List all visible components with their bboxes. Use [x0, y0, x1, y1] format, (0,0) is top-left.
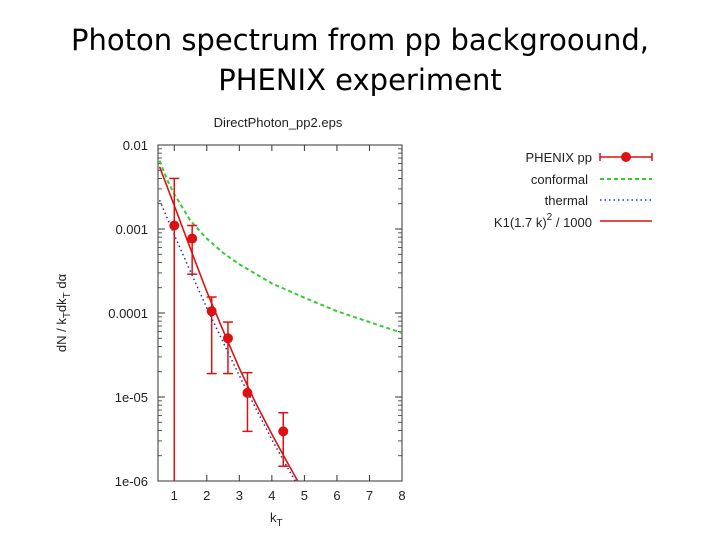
x-tick-label-4: 4: [268, 488, 275, 503]
y-tick-label-3: 1e-05: [115, 390, 148, 405]
legend-k1-exp: 2: [547, 212, 553, 223]
x-tick-label-6: 6: [333, 488, 340, 503]
data-point-4: [242, 387, 253, 398]
legend-marker-phenix: [621, 152, 631, 162]
legend-label-thermal: thermal: [545, 193, 588, 208]
x-tick-label-1: 1: [171, 488, 178, 503]
series-line-thermal: [158, 199, 315, 481]
legend-label-k1: K1(1.7 k)2 / 1000: [494, 212, 592, 230]
y-tick-label-4: 1e-06: [115, 474, 148, 489]
slide-title-line-1: Photon spectrum from pp backgroound,: [71, 23, 649, 57]
series-line-conformal: [158, 160, 402, 334]
data-point-0: [169, 220, 180, 231]
y-ticks: 0.01 0.001 0.0001 1e-05 1e-06: [108, 138, 402, 489]
data-point-1: [187, 233, 198, 244]
series-layer: [158, 160, 402, 481]
x-tick-label-7: 7: [366, 488, 373, 503]
series-line-k1-1-7-k-2-1000: [158, 166, 319, 481]
plot-title: DirectPhoton_pp2.eps: [214, 115, 343, 130]
legend-label-phenix: PHENIX pp: [526, 150, 592, 165]
y-tick-label-2: 0.0001: [108, 306, 148, 321]
x-tick-label-2: 2: [203, 488, 210, 503]
y-tick-label-0: 0.01: [123, 138, 148, 153]
data-point-3: [222, 333, 233, 344]
x-tick-label-5: 5: [301, 488, 308, 503]
legend-k1-main: K1(1.7 k): [494, 215, 547, 230]
y-axis-label: dN / kTdkT dα: [54, 273, 73, 352]
x-axis-label: kT: [270, 510, 283, 529]
slide-title: Photon spectrum from pp backgroound, PHE…: [0, 20, 720, 100]
x-tick-label-3: 3: [236, 488, 243, 503]
data-point-2: [206, 306, 217, 317]
legend-k1-tail: / 1000: [552, 215, 592, 230]
y-tick-label-1: 0.001: [115, 222, 148, 237]
data-point-5: [278, 426, 289, 437]
legend: PHENIX pp conformal thermal K1(1.7 k)2 /…: [494, 150, 653, 230]
slide-title-line-2: PHENIX experiment: [218, 63, 502, 97]
x-tick-label-8: 8: [398, 488, 405, 503]
legend-label-conformal: conformal: [531, 172, 588, 187]
x-ticks: 1 2 3 4 5 6 7 8: [171, 145, 406, 503]
